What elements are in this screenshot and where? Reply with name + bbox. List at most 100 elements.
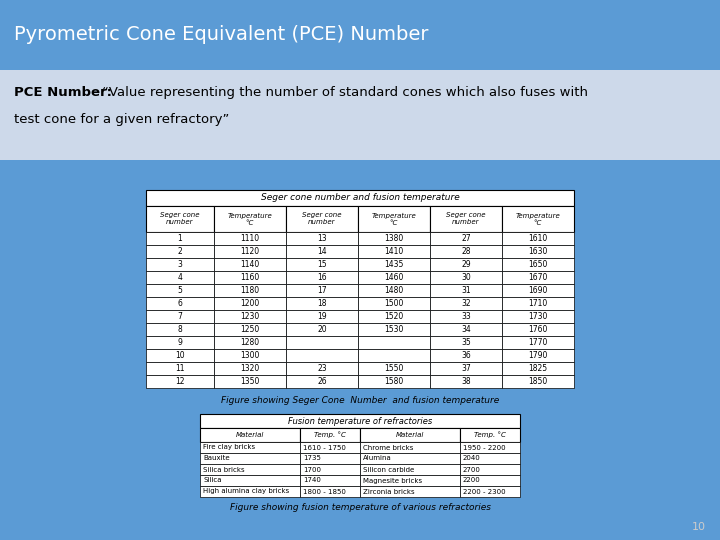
Text: 1160: 1160 — [240, 273, 260, 282]
Bar — [146, 190, 574, 206]
Bar — [200, 486, 300, 497]
Text: Magnesite bricks: Magnesite bricks — [363, 477, 422, 483]
Text: test cone for a given refractory”: test cone for a given refractory” — [14, 113, 230, 126]
Bar — [146, 375, 214, 388]
Text: 1825: 1825 — [528, 364, 548, 373]
Text: Silica bricks: Silica bricks — [203, 467, 245, 472]
Bar — [460, 486, 520, 497]
Text: 1480: 1480 — [384, 286, 404, 295]
Bar — [286, 310, 358, 323]
Bar — [430, 258, 502, 271]
Bar — [430, 323, 502, 336]
Text: Bauxite: Bauxite — [203, 456, 230, 462]
Bar — [214, 336, 286, 349]
Text: 19: 19 — [318, 312, 327, 321]
Bar — [0, 70, 720, 160]
Bar — [430, 284, 502, 297]
Text: Material: Material — [396, 432, 424, 438]
Text: 7: 7 — [178, 312, 182, 321]
Text: 1460: 1460 — [384, 273, 404, 282]
Text: 1140: 1140 — [240, 260, 260, 269]
Bar — [214, 323, 286, 336]
Bar — [502, 323, 574, 336]
Bar — [430, 362, 502, 375]
Text: 1250: 1250 — [240, 325, 260, 334]
Text: 1735: 1735 — [303, 456, 321, 462]
Text: 1500: 1500 — [384, 299, 404, 308]
Bar — [430, 310, 502, 323]
Bar — [358, 323, 430, 336]
Text: 1410: 1410 — [384, 247, 404, 256]
Bar — [360, 475, 460, 486]
Text: Chrome bricks: Chrome bricks — [363, 444, 413, 450]
Bar — [214, 232, 286, 245]
Bar — [286, 297, 358, 310]
Bar — [146, 297, 214, 310]
Text: 10: 10 — [175, 351, 185, 360]
Bar — [460, 442, 520, 453]
Bar — [358, 245, 430, 258]
Text: 1710: 1710 — [528, 299, 548, 308]
Bar — [460, 453, 520, 464]
Text: Silicon carbide: Silicon carbide — [363, 467, 414, 472]
Text: Seger cone
number: Seger cone number — [446, 213, 486, 226]
Text: 20: 20 — [318, 325, 327, 334]
Text: 12: 12 — [175, 377, 185, 386]
Text: 1320: 1320 — [240, 364, 260, 373]
Text: 30: 30 — [461, 273, 471, 282]
Bar — [358, 375, 430, 388]
Text: 1230: 1230 — [240, 312, 260, 321]
Bar — [360, 453, 460, 464]
Text: 10: 10 — [692, 522, 706, 532]
Text: “Value representing the number of standard cones which also fuses with: “Value representing the number of standa… — [102, 86, 588, 99]
Text: 26: 26 — [318, 377, 327, 386]
Bar — [214, 310, 286, 323]
Text: 2200 - 2300: 2200 - 2300 — [463, 489, 505, 495]
Text: 1580: 1580 — [384, 377, 404, 386]
Bar — [146, 271, 214, 284]
Bar — [300, 486, 360, 497]
Text: 1435: 1435 — [384, 260, 404, 269]
Text: 37: 37 — [461, 364, 471, 373]
Bar — [430, 336, 502, 349]
Bar — [502, 258, 574, 271]
Bar — [360, 442, 460, 453]
Bar — [286, 284, 358, 297]
Bar — [502, 362, 574, 375]
Bar — [502, 310, 574, 323]
Bar — [214, 362, 286, 375]
Bar — [300, 464, 360, 475]
Bar — [502, 336, 574, 349]
Text: 29: 29 — [462, 260, 471, 269]
Bar — [146, 206, 214, 232]
Bar — [200, 464, 300, 475]
Text: 32: 32 — [462, 299, 471, 308]
Bar — [200, 475, 300, 486]
Bar — [430, 271, 502, 284]
Bar — [286, 271, 358, 284]
Text: Material: Material — [236, 432, 264, 438]
Bar — [358, 284, 430, 297]
Bar — [300, 475, 360, 486]
Bar — [146, 284, 214, 297]
Bar — [358, 206, 430, 232]
Text: 2040: 2040 — [463, 456, 481, 462]
Bar — [300, 428, 360, 442]
Text: 1380: 1380 — [384, 234, 404, 243]
Text: Fusion temperature of refractories: Fusion temperature of refractories — [288, 416, 432, 426]
Text: 13: 13 — [318, 234, 327, 243]
Bar — [146, 336, 214, 349]
Bar — [358, 362, 430, 375]
Bar — [358, 232, 430, 245]
Text: 3: 3 — [178, 260, 182, 269]
Text: Pyrometric Cone Equivalent (PCE) Number: Pyrometric Cone Equivalent (PCE) Number — [14, 25, 428, 44]
Bar — [214, 271, 286, 284]
Bar — [460, 475, 520, 486]
Bar — [358, 297, 430, 310]
Bar — [286, 349, 358, 362]
Bar — [430, 232, 502, 245]
Text: 2700: 2700 — [463, 467, 481, 472]
Text: 31: 31 — [462, 286, 471, 295]
Bar — [430, 206, 502, 232]
Text: Figure showing Seger Cone  Number  and fusion temperature: Figure showing Seger Cone Number and fus… — [221, 396, 499, 405]
